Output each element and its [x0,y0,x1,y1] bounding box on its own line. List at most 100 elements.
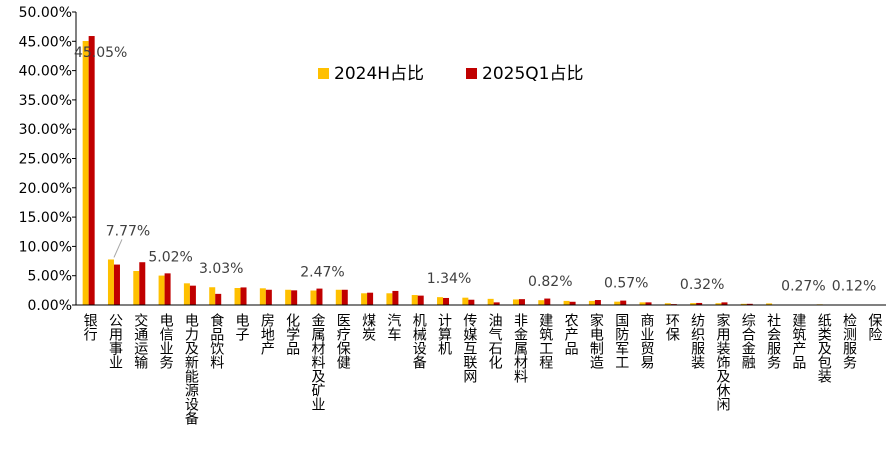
bar-series1 [107,259,114,305]
bar-series1 [766,303,773,305]
x-tick-label: 综合金融 [740,313,756,369]
y-tick-label: 0.00% [28,298,72,314]
x-tick-label: 传媒互联网 [461,313,477,384]
y-axis: 0.00% 5.00% 10.00% 15.00% 20.00% 25.00% 30.00%… [19,5,77,314]
data-label: 3.03% [199,261,243,277]
data-label: 1.34% [427,271,471,287]
legend-label: 2025Q1占比 [482,64,583,84]
bar-series1 [234,288,241,305]
bar-series1 [158,275,165,305]
bar-series2 [746,303,753,305]
data-label: 0.32% [680,277,724,293]
data-label: 5.02% [148,250,192,266]
y-tick-label: 50.00% [19,5,72,21]
x-tick-label: 家用装饰及休闲 [714,312,730,412]
legend-swatch [318,68,329,79]
bar-series2 [341,289,348,305]
bar-series1 [285,289,292,305]
bar-series2 [417,295,424,305]
y-tick-label: 25.00% [19,152,72,168]
bar-series2 [265,289,272,305]
data-label: 7.77% [106,223,150,239]
x-tick-label: 煤炭 [360,313,376,341]
bar-series1 [437,297,444,305]
bar-series2 [164,273,171,305]
x-tick-label: 油气石化 [487,313,503,370]
bar-series1 [259,288,266,305]
bar-series1 [335,289,342,305]
x-tick-label: 建筑产品 [790,313,806,369]
x-axis: 银行 公用事业 交通运输 电信业务 电力及新能源设备 食品饮料 电子 房地产 化学品 金属材料及矿… [76,304,886,425]
bar-series2 [569,301,576,305]
data-label: 0.27% [781,279,825,295]
bar-series1 [361,293,368,305]
data-label: 0.57% [604,276,648,292]
data-label: 2.47% [300,265,344,281]
bar-series2 [367,292,374,305]
x-tick-label: 电信业务 [158,313,174,369]
x-tick-label: 银行 [82,313,98,342]
x-tick-label: 纺织服装 [689,313,705,369]
x-tick-label: 商业贸易 [639,313,655,369]
x-tick-label: 电子 [234,313,250,341]
x-tick-label: 汽车 [385,313,401,341]
bar-series1 [563,300,570,305]
y-tick-label: 10.00% [19,239,72,255]
x-tick-label: 农产品 [563,313,579,355]
bar-series1 [209,287,216,305]
x-tick-label: 化学品 [284,313,300,355]
x-tick-label: 房地产 [259,313,275,356]
bar-series1 [82,41,89,306]
bar-series2 [645,302,652,305]
x-tick-label: 计算机 [436,313,452,356]
x-tick-label: 国防军工 [613,313,629,369]
bar-series1 [664,303,671,305]
y-tick-label: 20.00% [19,181,72,197]
bar-series1 [411,295,418,305]
bar-series2 [443,297,450,305]
legend: 2024H占比 2025Q1占比 [318,64,583,84]
x-tick-label: 电力及新能源设备 [183,313,199,425]
x-tick-label: 交通运输 [132,312,148,369]
data-labels: 45.05% 7.77% 5.02% 3.03% 2.47% 1.34% 0.82% 0.57… [74,45,876,295]
x-tick-label: 检测服务 [841,313,857,369]
x-tick-label: 环保 [664,313,680,341]
bar-series2 [291,290,298,305]
x-tick-label: 医疗保健 [335,313,351,370]
x-tick-label: 公用事业 [107,313,123,369]
bar-series1 [740,303,747,305]
x-tick-label: 机械设备 [411,313,427,369]
legend-label: 2024H占比 [334,64,424,84]
bar-series2 [721,302,728,305]
bar-series1 [462,297,469,305]
bar-series2 [139,262,146,305]
bar-series2 [392,290,399,305]
bar-series2 [468,299,475,305]
bar-series2 [544,298,551,305]
bar-series2 [88,36,95,305]
x-tick-label: 非金属材料 [512,313,528,383]
bar-series1 [310,290,317,305]
x-tick-label: 纸类及包装 [816,313,832,383]
y-tick-label: 35.00% [19,93,72,109]
x-tick-label: 社会服务 [765,313,781,369]
y-tick-label: 30.00% [19,122,72,138]
bars [82,36,880,306]
y-tick-label: 40.00% [19,64,72,80]
bar-series2 [113,264,120,305]
bar-series2 [189,285,196,305]
bar-series1 [512,299,519,305]
data-label-leader [113,239,123,258]
legend-swatch [466,68,477,79]
bar-series1 [614,301,621,305]
x-tick-label: 金属材料及矿业 [309,313,325,411]
x-tick-label: 家电制造 [588,312,604,370]
data-label: 0.82% [528,274,572,290]
bar-series1 [639,302,646,305]
bar-series2 [240,287,247,305]
bar-series2 [215,293,222,305]
data-label: 0.12% [832,279,876,295]
bar-series2 [696,302,703,305]
